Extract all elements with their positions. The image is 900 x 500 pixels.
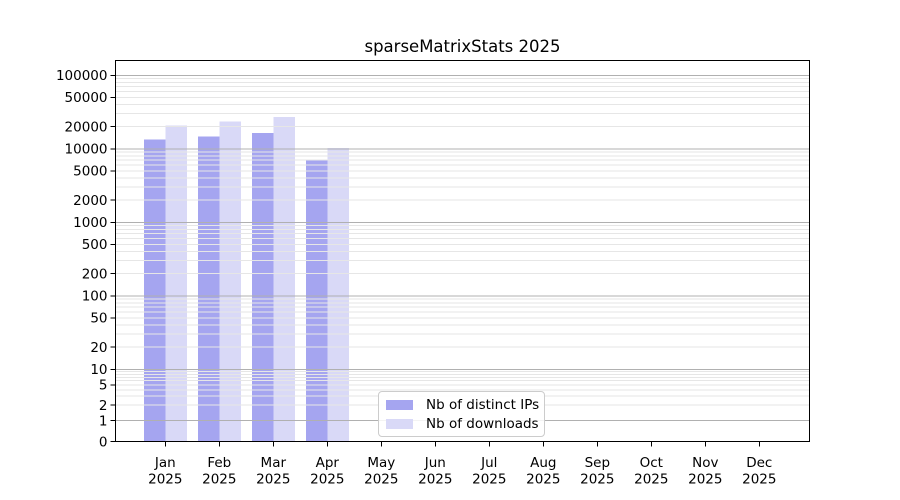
x-tick-label-month: Mar [261,455,287,471]
y-tick-label: 50000 [65,90,108,106]
x-tick-label-year: 2025 [202,472,236,488]
x-tick-label-month: Oct [640,455,663,471]
bar-downloads-feb [219,121,241,442]
y-tick-label: 5 [99,377,108,393]
y-tick-label: 500 [82,237,108,253]
y-tick-label: 1000 [73,215,107,231]
x-tick-label-month: Jun [424,455,446,471]
x-tick-label-month: Aug [530,455,556,471]
chart-title: sparseMatrixStats 2025 [364,37,561,56]
y-tick-label: 50 [90,311,107,327]
y-tick-label: 2 [99,398,108,414]
bar-downloads-apr [327,148,349,442]
x-tick-label-month: Sep [585,455,610,471]
y-tick-label: 10000 [65,142,108,158]
y-tick-label: 20 [90,340,107,356]
y-tick-label: 10 [90,362,107,378]
bar-distinct_ips-jan [143,139,166,442]
bar-distinct_ips-mar [251,133,274,442]
y-tick-label: 5000 [73,164,107,180]
y-tick-label: 20000 [65,119,108,135]
bar-downloads-mar [273,117,295,442]
x-tick-label-year: 2025 [364,472,398,488]
bar-downloads-jan [165,125,187,442]
x-tick-label-month: Feb [207,455,231,471]
y-tick-label: 0 [99,434,108,450]
x-tick-label-month: Dec [746,455,772,471]
legend: Nb of distinct IPs Nb of downloads [378,391,545,437]
legend-item-distinct-ips: Nb of distinct IPs [386,398,544,412]
y-tick-label: 200 [82,266,108,282]
x-tick-label-month: Apr [316,455,340,471]
x-tick-label-month: Jan [154,455,176,471]
x-tick-label-year: 2025 [472,472,506,488]
legend-item-downloads: Nb of downloads [386,417,544,431]
x-tick-label-year: 2025 [580,472,614,488]
x-tick-label-year: 2025 [634,472,668,488]
legend-label-distinct-ips: Nb of distinct IPs [426,396,540,413]
legend-swatch-distinct-ips-icon [386,399,413,410]
x-tick-label-year: 2025 [688,472,722,488]
x-tick-label-month: May [367,455,395,471]
legend-swatch-downloads-icon [386,418,413,429]
x-tick-label-year: 2025 [256,472,290,488]
y-tick-label: 2000 [73,193,107,209]
plot-border [115,60,810,443]
x-tick-label-year: 2025 [418,472,452,488]
x-tick-label-month: Nov [692,455,718,471]
y-tick-label: 1 [99,413,108,429]
x-tick-label-year: 2025 [742,472,776,488]
y-tick-label: 100000 [56,68,108,84]
x-tick-label-month: Jul [480,455,497,471]
x-tick-label-year: 2025 [148,472,182,488]
y-tick-label: 100 [82,289,108,305]
x-tick-label-year: 2025 [310,472,344,488]
legend-label-downloads: Nb of downloads [426,415,539,432]
bar-distinct_ips-feb [197,136,220,442]
x-tick-label-year: 2025 [526,472,560,488]
bar-distinct_ips-apr [305,160,328,442]
